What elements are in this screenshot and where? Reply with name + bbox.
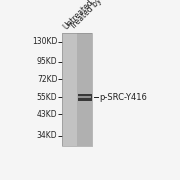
Text: 95KD: 95KD xyxy=(37,57,57,66)
Text: Untreated: Untreated xyxy=(61,0,95,31)
Bar xyxy=(62,33,92,146)
Bar xyxy=(77,33,92,146)
Bar xyxy=(78,96,91,98)
Bar xyxy=(78,94,92,101)
Text: 43KD: 43KD xyxy=(37,110,57,119)
Text: 72KD: 72KD xyxy=(37,75,57,84)
Bar xyxy=(62,33,77,146)
Text: 55KD: 55KD xyxy=(37,93,57,102)
Text: Treated by hPDGF-BB: Treated by hPDGF-BB xyxy=(69,0,133,31)
Text: 34KD: 34KD xyxy=(37,131,57,140)
Bar xyxy=(62,33,92,146)
Text: p-SRC-Y416: p-SRC-Y416 xyxy=(99,93,147,102)
Text: 130KD: 130KD xyxy=(32,37,57,46)
